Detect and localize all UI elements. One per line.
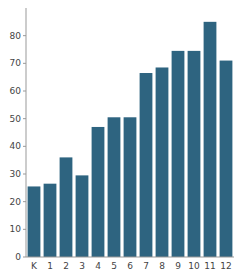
x-tick-label: 5 xyxy=(111,261,117,271)
y-tick-label: 0 xyxy=(15,252,21,262)
x-axis: K123456789101112 xyxy=(31,261,232,271)
y-tick-label: 30 xyxy=(10,169,22,179)
y-tick xyxy=(23,91,26,92)
y-tick xyxy=(23,118,26,119)
bar xyxy=(76,175,89,257)
y-tick xyxy=(23,257,26,258)
bar xyxy=(60,157,73,257)
y-tick xyxy=(23,146,26,147)
x-tick-label: 11 xyxy=(204,261,215,271)
x-tick-label: K xyxy=(31,261,38,271)
bar xyxy=(28,186,41,257)
chart-svg: 01020304050607080K123456789101112 xyxy=(0,0,240,277)
bar xyxy=(44,184,57,257)
y-tick xyxy=(23,201,26,202)
x-tick-label: 10 xyxy=(188,261,200,271)
y-tick-label: 20 xyxy=(10,197,22,207)
x-tick-label: 2 xyxy=(63,261,69,271)
y-tick-label: 10 xyxy=(10,224,22,234)
bar xyxy=(124,117,137,257)
x-tick-label: 3 xyxy=(79,261,85,271)
bar xyxy=(140,73,153,257)
x-tick-label: 1 xyxy=(47,261,53,271)
y-axis: 0 10 20 30 40 50 60 70 80 xyxy=(10,31,26,262)
bar xyxy=(108,117,121,257)
x-tick-label: 6 xyxy=(127,261,133,271)
y-tick-label: 60 xyxy=(10,86,22,96)
y-tick xyxy=(23,229,26,230)
bar xyxy=(188,51,201,257)
y-tick-label: 80 xyxy=(10,31,22,41)
y-tick-label: 40 xyxy=(10,141,22,151)
y-axis-line xyxy=(26,8,27,257)
y-tick xyxy=(23,174,26,175)
bars xyxy=(28,22,233,257)
bar xyxy=(204,22,217,257)
bar xyxy=(220,61,233,257)
x-tick-label: 4 xyxy=(95,261,101,271)
y-tick xyxy=(23,35,26,36)
x-tick-label: 9 xyxy=(175,261,181,271)
bar xyxy=(172,51,185,257)
bar xyxy=(92,127,105,257)
y-tick-label: 50 xyxy=(10,114,22,124)
y-tick-label: 70 xyxy=(10,58,22,68)
x-tick-label: 12 xyxy=(220,261,231,271)
chart-container: 01020304050607080K123456789101112 xyxy=(0,0,240,277)
x-tick-label: 7 xyxy=(143,261,149,271)
x-axis-line xyxy=(26,257,234,258)
bar xyxy=(156,67,169,257)
y-tick xyxy=(23,63,26,64)
x-tick-label: 8 xyxy=(159,261,165,271)
